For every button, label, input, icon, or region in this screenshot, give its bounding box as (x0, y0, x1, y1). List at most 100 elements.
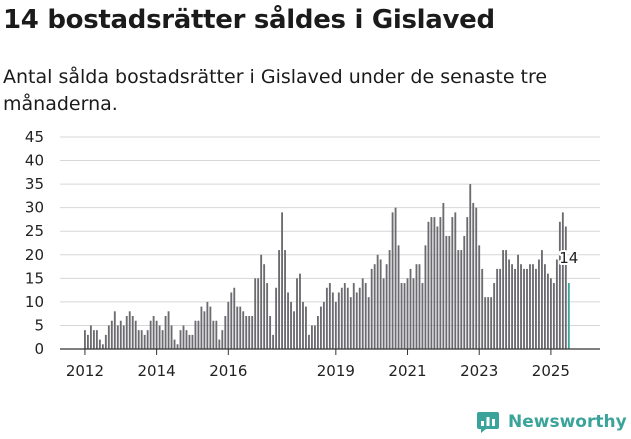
bar (84, 330, 86, 349)
bar (355, 292, 358, 349)
bar (230, 292, 233, 349)
bar (343, 283, 346, 349)
latest-value-label: 14 (559, 249, 578, 267)
bar (185, 330, 188, 349)
bar (403, 283, 406, 349)
bar (421, 283, 424, 349)
bar (382, 278, 385, 349)
bar (104, 334, 107, 349)
y-tick-label: 35 (25, 175, 44, 193)
bar (254, 278, 257, 349)
x-tick-label: 2016 (209, 362, 247, 380)
bar (340, 287, 343, 349)
y-tick-label: 40 (25, 152, 44, 170)
bar (379, 259, 382, 349)
bar (203, 311, 206, 349)
bar (305, 306, 307, 349)
bar (448, 235, 451, 349)
newsworthy-logo[interactable]: Newsworthy (476, 407, 627, 437)
bar (526, 268, 528, 349)
bar (278, 250, 281, 349)
bar (538, 259, 540, 349)
bar (98, 339, 101, 349)
bar (334, 301, 337, 349)
bar (140, 330, 143, 349)
bar (299, 273, 301, 349)
bar (272, 334, 275, 349)
bar (248, 316, 251, 349)
bar (415, 264, 418, 349)
bar (122, 325, 125, 349)
bars (84, 184, 570, 349)
bar (170, 325, 173, 349)
bar (236, 306, 239, 349)
bar (469, 184, 472, 349)
bar (191, 334, 194, 349)
bar (227, 301, 230, 349)
bar (406, 278, 409, 349)
bar (224, 316, 227, 349)
bar (508, 259, 511, 349)
bar (86, 334, 89, 349)
bar (532, 264, 534, 349)
bar (242, 311, 245, 349)
bar (541, 250, 543, 349)
bar (119, 320, 122, 349)
bar (328, 283, 331, 349)
bar (233, 287, 236, 349)
bar (95, 330, 98, 349)
bar (514, 268, 516, 349)
brand-name: Newsworthy (508, 412, 627, 432)
bar (266, 283, 269, 349)
bar (325, 287, 328, 349)
x-tick-label: 2012 (66, 362, 104, 380)
bar (212, 320, 215, 349)
bar (391, 212, 394, 349)
bar (200, 306, 203, 349)
bar (373, 264, 376, 349)
bar (152, 316, 155, 349)
bar (319, 306, 322, 349)
bar (215, 320, 218, 349)
bar (555, 259, 558, 349)
bar (487, 297, 490, 349)
y-tick-label: 15 (25, 269, 44, 287)
bar (496, 268, 499, 349)
bar (251, 316, 254, 349)
bar (155, 320, 158, 349)
bar (167, 311, 170, 349)
bar (511, 264, 513, 349)
bar (275, 287, 278, 349)
bar (424, 245, 427, 349)
bar (502, 250, 505, 349)
bar (293, 311, 295, 349)
newsworthy-logo-icon (477, 412, 499, 433)
bar (137, 330, 140, 349)
bar (149, 320, 152, 349)
bar (385, 264, 388, 349)
bar (481, 268, 484, 349)
bar (260, 254, 263, 349)
bar (529, 264, 531, 349)
bar (535, 268, 537, 349)
bar (445, 235, 448, 349)
y-tick-label: 5 (34, 316, 44, 334)
bar-latest (567, 283, 570, 349)
bar (89, 325, 92, 349)
bar (146, 330, 149, 349)
bar (370, 268, 373, 349)
bar (284, 250, 286, 349)
x-tick-label: 2014 (138, 362, 176, 380)
bar (131, 316, 134, 349)
y-tick-label: 45 (25, 128, 44, 146)
bar (394, 207, 397, 349)
bar (558, 221, 561, 349)
bar (472, 202, 475, 349)
bar (352, 283, 355, 349)
bar (263, 264, 266, 349)
bar (454, 212, 457, 349)
bar (520, 264, 522, 349)
bar (364, 283, 367, 349)
bar (337, 292, 340, 349)
bar (125, 316, 128, 349)
